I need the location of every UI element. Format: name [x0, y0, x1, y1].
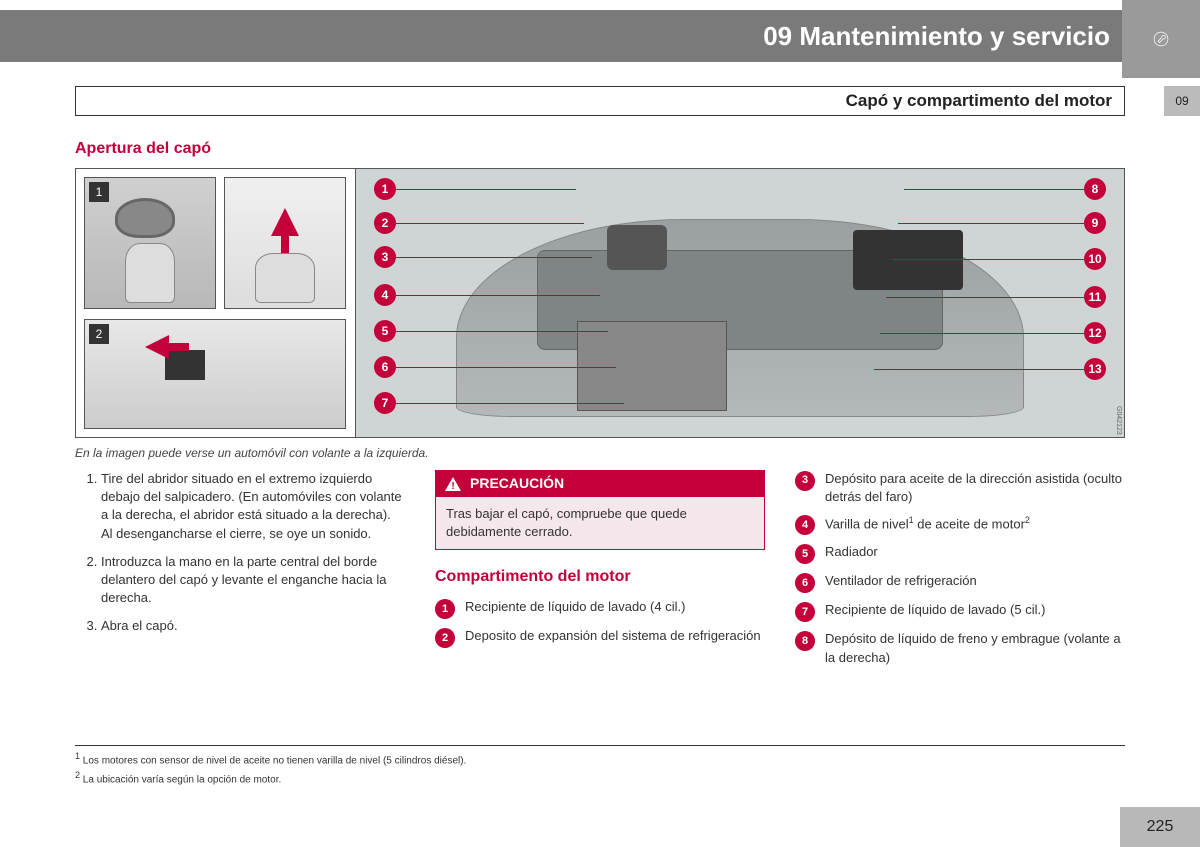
column-2: ! PRECAUCIÓN Tras bajar el capó, comprue…	[435, 470, 765, 675]
inset-1b	[224, 177, 346, 309]
caution-body: Tras bajar el capó, compruebe que quede …	[436, 497, 764, 549]
footnote-2: 2 La ubicación varía según la opción de …	[75, 769, 1125, 787]
heading-compartimento: Compartimento del motor	[435, 566, 765, 588]
callout-8: 8	[1084, 178, 1106, 200]
comp-3: Depósito para aceite de la dirección asi…	[825, 470, 1125, 506]
inset-2: 2	[84, 319, 346, 429]
comp-4: Varilla de nivel1 de aceite de motor2	[825, 514, 1030, 534]
caution-header: ! PRECAUCIÓN	[436, 471, 764, 497]
page-number: 225	[1120, 807, 1200, 847]
figure-left-insets: 1 2	[76, 169, 356, 437]
bullet-6: 6	[795, 573, 815, 593]
main-figure: 1 2	[75, 168, 1125, 438]
bullet-2: 2	[435, 628, 455, 648]
comp-8: Depósito de líquido de freno y embrague …	[825, 630, 1125, 666]
callout-9: 9	[1084, 212, 1106, 234]
footnotes: 1 Los motores con sensor de nivel de ace…	[75, 745, 1125, 787]
side-tab: 09	[1164, 86, 1200, 116]
callout-2: 2	[374, 212, 396, 234]
callout-4: 4	[374, 284, 396, 306]
bullet-3: 3	[795, 471, 815, 491]
figure-caption: En la imagen puede verse un automóvil co…	[75, 446, 1125, 460]
callout-3: 3	[374, 246, 396, 268]
caution-box: ! PRECAUCIÓN Tras bajar el capó, comprue…	[435, 470, 765, 550]
section-title: Capó y compartimento del motor	[846, 91, 1112, 111]
comp-1: Recipiente de líquido de lavado (4 cil.)	[465, 598, 685, 616]
callout-11: 11	[1084, 286, 1106, 308]
chapter-title: 09 Mantenimiento y servicio	[763, 21, 1110, 52]
warning-icon: !	[444, 476, 462, 492]
comp-5: Radiador	[825, 543, 878, 561]
callout-6: 6	[374, 356, 396, 378]
comp-7: Recipiente de líquido de lavado (5 cil.)	[825, 601, 1045, 619]
footnote-1: 1 Los motores con sensor de nivel de ace…	[75, 750, 1125, 768]
callout-1: 1	[374, 178, 396, 200]
svg-text:!: !	[451, 481, 454, 492]
column-3: 3 Depósito para aceite de la dirección as…	[795, 470, 1125, 675]
component-list-b: 3 Depósito para aceite de la dirección as…	[795, 470, 1125, 667]
inset-1: 1	[84, 177, 216, 309]
inset-step-1: 1	[89, 182, 109, 202]
bullet-1: 1	[435, 599, 455, 619]
heading-apertura: Apertura del capó	[75, 140, 1125, 158]
step-1: Tire del abridor situado en el extremo i…	[101, 470, 405, 543]
callout-10: 10	[1084, 248, 1106, 270]
caution-label: PRECAUCIÓN	[470, 474, 564, 494]
bullet-4: 4	[795, 515, 815, 535]
comp-2: Deposito de expansión del sistema de ref…	[465, 627, 761, 645]
bullet-7: 7	[795, 602, 815, 622]
image-id: G042123	[1115, 406, 1122, 435]
callout-5: 5	[374, 320, 396, 342]
callout-7: 7	[374, 392, 396, 414]
component-list-a: 1 Recipiente de líquido de lavado (4 cil.…	[435, 598, 765, 648]
comp-6: Ventilador de refrigeración	[825, 572, 977, 590]
wrench-icon	[1152, 31, 1170, 47]
step-2: Introduzca la mano en la parte central d…	[101, 553, 405, 608]
inset-step-2: 2	[89, 324, 109, 344]
chapter-icon-tab	[1122, 0, 1200, 78]
callout-13: 13	[1084, 358, 1106, 380]
column-1: Tire del abridor situado en el extremo i…	[75, 470, 405, 675]
chapter-header: 09 Mantenimiento y servicio	[0, 10, 1200, 62]
bullet-8: 8	[795, 631, 815, 651]
figure-engine-diagram: G042123 12345678910111213	[356, 169, 1124, 437]
bullet-5: 5	[795, 544, 815, 564]
side-tab-label: 09	[1175, 94, 1188, 108]
callout-12: 12	[1084, 322, 1106, 344]
section-title-box: Capó y compartimento del motor	[75, 86, 1125, 116]
steps-list: Tire del abridor situado en el extremo i…	[75, 470, 405, 636]
step-3: Abra el capó.	[101, 617, 405, 635]
